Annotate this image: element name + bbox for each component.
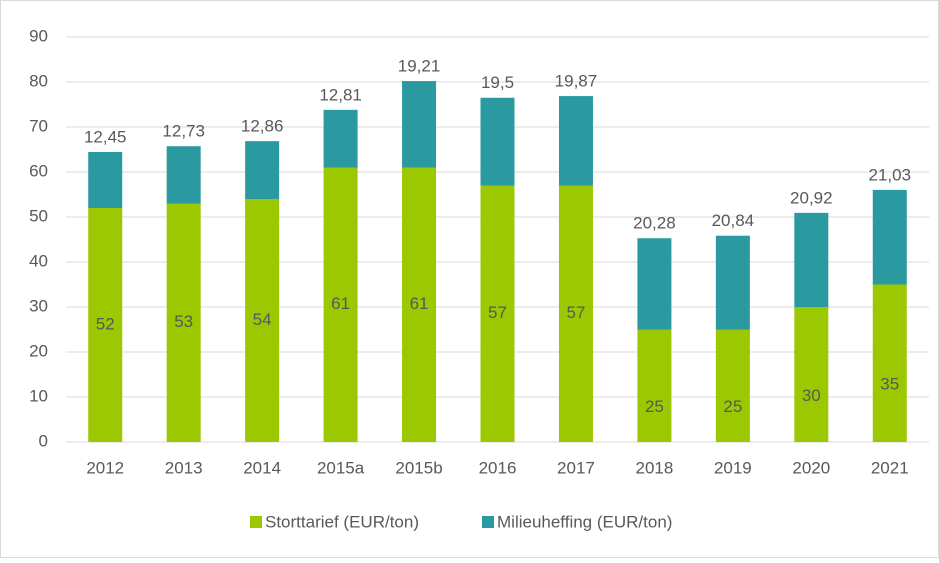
data-label: 19,87 [555, 72, 598, 91]
data-label: 19,21 [398, 57, 441, 76]
x-tick-label: 2014 [243, 458, 281, 477]
data-label: 21,03 [868, 165, 911, 184]
x-tick-label: 2016 [479, 458, 517, 477]
x-tick-label: 2017 [557, 458, 595, 477]
bar-segment [558, 96, 593, 186]
x-tick-label: 2015a [317, 458, 365, 477]
y-tick-label: 90 [29, 26, 48, 45]
legend-swatch [482, 516, 494, 528]
y-tick-label: 40 [29, 251, 48, 270]
bar-segment [558, 185, 593, 442]
bar-segment [872, 189, 907, 285]
y-tick-label: 50 [29, 206, 48, 225]
data-label: 12,81 [319, 85, 362, 104]
data-label: 54 [253, 310, 272, 329]
data-label: 30 [802, 386, 821, 405]
x-tick-label: 2012 [86, 458, 124, 477]
data-label: 52 [96, 314, 115, 333]
legend-label: Milieuheffing (EUR/ton) [497, 512, 672, 531]
bar-segment [88, 208, 123, 442]
x-tick-label: 2019 [714, 458, 752, 477]
legend-swatch [250, 516, 262, 528]
bar-segment [480, 185, 515, 442]
data-label: 20,92 [790, 188, 833, 207]
x-tick-label: 2018 [635, 458, 673, 477]
bar-segment [323, 167, 358, 442]
data-label: 53 [174, 312, 193, 331]
data-label: 61 [410, 294, 429, 313]
data-label: 61 [331, 294, 350, 313]
bar-segment [715, 329, 750, 442]
bar-segment [794, 307, 829, 442]
legend-label: Storttarief (EUR/ton) [265, 512, 419, 531]
bar-segment [480, 97, 515, 186]
bar-segment [872, 284, 907, 442]
data-label: 12,73 [162, 122, 205, 141]
bar-segment [245, 141, 280, 199]
bar-segment [402, 167, 437, 442]
y-tick-label: 70 [29, 116, 48, 135]
bar-segment [166, 203, 201, 442]
bar-segment [245, 199, 280, 442]
bar-segment [715, 235, 750, 330]
x-tick-label: 2020 [792, 458, 830, 477]
data-label: 12,45 [84, 127, 127, 146]
data-label: 19,5 [481, 73, 514, 92]
y-tick-label: 80 [29, 71, 48, 90]
y-tick-label: 10 [29, 386, 48, 405]
data-label: 12,86 [241, 117, 284, 136]
data-label: 57 [488, 303, 507, 322]
x-tick-label: 2021 [871, 458, 909, 477]
bar-segment [637, 329, 672, 442]
y-tick-label: 0 [39, 431, 48, 450]
data-label: 57 [566, 303, 585, 322]
y-tick-label: 60 [29, 161, 48, 180]
bar-segment [637, 238, 672, 330]
y-tick-label: 20 [29, 341, 48, 360]
data-label: 20,84 [712, 211, 755, 230]
bar-segment [323, 109, 358, 168]
x-tick-label: 2015b [395, 458, 442, 477]
y-tick-label: 30 [29, 296, 48, 315]
bar-segment [402, 81, 437, 168]
data-label: 25 [723, 397, 742, 416]
data-label: 25 [645, 397, 664, 416]
bar-segment [166, 146, 201, 204]
x-tick-label: 2013 [165, 458, 203, 477]
data-label: 20,28 [633, 214, 676, 233]
data-label: 35 [880, 375, 899, 394]
bar-segment [794, 212, 829, 307]
bar-segment [88, 151, 123, 208]
